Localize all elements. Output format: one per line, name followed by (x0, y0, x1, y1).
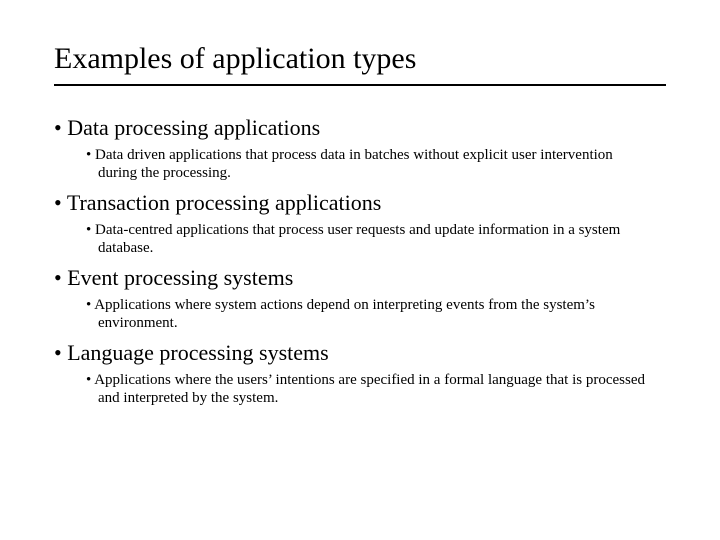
sub-list: Data driven applications that process da… (86, 146, 666, 184)
sub-bullet-text: Applications where the users’ intentions… (86, 371, 646, 409)
list-item: Event processing systems Applications wh… (54, 264, 666, 333)
bullet-list: Data processing applications Data driven… (54, 114, 666, 408)
sub-list: Applications where system actions depend… (86, 296, 666, 334)
top-bullet-text: Data processing applications (54, 114, 666, 142)
list-item: Language processing systems Applications… (54, 339, 666, 408)
list-item: Data processing applications Data driven… (54, 114, 666, 183)
list-item: Transaction processing applications Data… (54, 189, 666, 258)
sub-list: Data-centred applications that process u… (86, 221, 666, 259)
sub-list: Applications where the users’ intentions… (86, 371, 666, 409)
sub-bullet-text: Data-centred applications that process u… (86, 221, 646, 259)
slide-title: Examples of application types (54, 42, 666, 86)
sub-bullet-text: Applications where system actions depend… (86, 296, 646, 334)
top-bullet-text: Transaction processing applications (54, 189, 666, 217)
top-bullet-text: Event processing systems (54, 264, 666, 292)
sub-bullet-text: Data driven applications that process da… (86, 146, 646, 184)
top-bullet-text: Language processing systems (54, 339, 666, 367)
